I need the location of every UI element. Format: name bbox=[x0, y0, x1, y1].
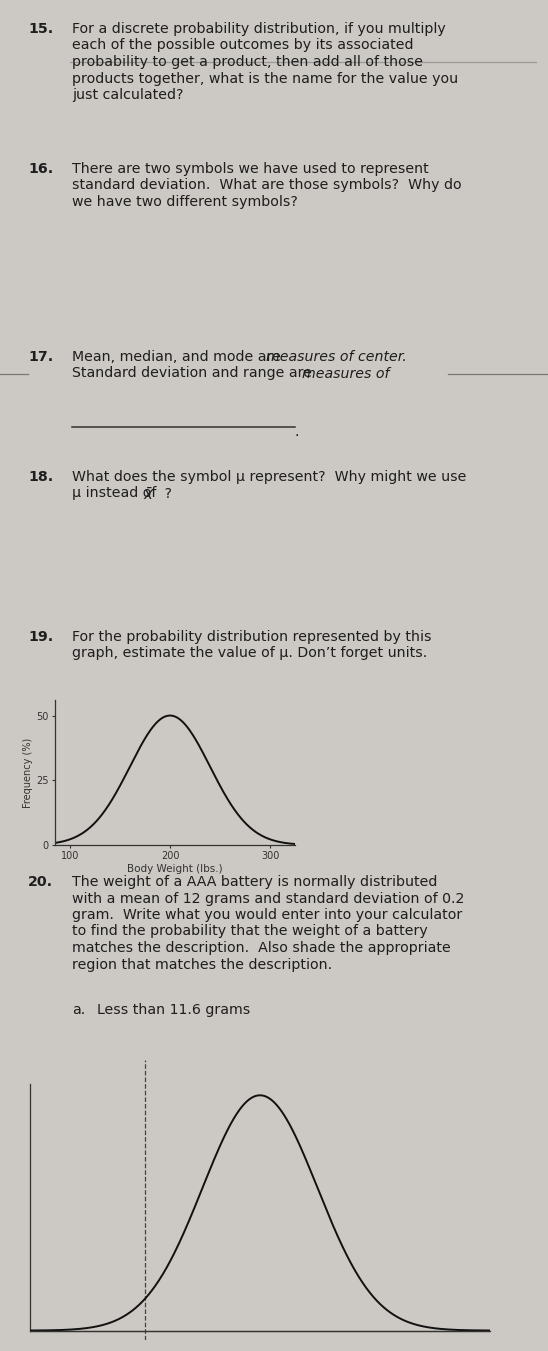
Text: a.: a. bbox=[72, 1002, 85, 1017]
Text: measures of center.: measures of center. bbox=[266, 350, 407, 363]
Text: There are two symbols we have used to represent: There are two symbols we have used to re… bbox=[72, 162, 429, 176]
Text: For the probability distribution represented by this: For the probability distribution represe… bbox=[72, 630, 431, 644]
Text: just calculated?: just calculated? bbox=[72, 88, 184, 101]
Text: Less than 11.6 grams: Less than 11.6 grams bbox=[97, 1002, 250, 1017]
Text: 18.: 18. bbox=[28, 470, 53, 484]
Text: The weight of a AAA battery is normally distributed: The weight of a AAA battery is normally … bbox=[72, 875, 437, 889]
Text: $\bar{x}$: $\bar{x}$ bbox=[143, 486, 155, 503]
Text: to find the probability that the weight of a battery: to find the probability that the weight … bbox=[72, 924, 428, 939]
Text: graph, estimate the value of μ. Don’t forget units.: graph, estimate the value of μ. Don’t fo… bbox=[72, 647, 427, 661]
Text: Mean, median, and mode are: Mean, median, and mode are bbox=[72, 350, 286, 363]
Text: ?: ? bbox=[160, 486, 172, 500]
Text: with a mean of 12 grams and standard deviation of 0.2: with a mean of 12 grams and standard dev… bbox=[72, 892, 464, 905]
Text: 17.: 17. bbox=[28, 350, 53, 363]
Text: products together, what is the name for the value you: products together, what is the name for … bbox=[72, 72, 458, 85]
Text: 16.: 16. bbox=[28, 162, 53, 176]
Text: 20.: 20. bbox=[28, 875, 53, 889]
Text: .: . bbox=[295, 424, 300, 439]
Text: Standard deviation and range are: Standard deviation and range are bbox=[72, 366, 317, 381]
X-axis label: Body Weight (lbs.): Body Weight (lbs.) bbox=[127, 865, 223, 874]
Text: 15.: 15. bbox=[28, 22, 53, 36]
Text: gram.  Write what you would enter into your calculator: gram. Write what you would enter into yo… bbox=[72, 908, 463, 921]
Text: For a discrete probability distribution, if you multiply: For a discrete probability distribution,… bbox=[72, 22, 446, 36]
Text: 19.: 19. bbox=[28, 630, 53, 644]
Y-axis label: Frequency (%): Frequency (%) bbox=[24, 738, 33, 808]
Text: μ instead of: μ instead of bbox=[72, 486, 161, 500]
Text: we have two different symbols?: we have two different symbols? bbox=[72, 195, 298, 209]
Text: matches the description.  Also shade the appropriate: matches the description. Also shade the … bbox=[72, 942, 451, 955]
Text: What does the symbol μ represent?  Why might we use: What does the symbol μ represent? Why mi… bbox=[72, 470, 466, 484]
Text: standard deviation.  What are those symbols?  Why do: standard deviation. What are those symbo… bbox=[72, 178, 461, 192]
Text: measures of: measures of bbox=[302, 366, 390, 381]
Text: probability to get a product, then add all of those: probability to get a product, then add a… bbox=[72, 55, 423, 69]
Text: region that matches the description.: region that matches the description. bbox=[72, 958, 332, 971]
Text: each of the possible outcomes by its associated: each of the possible outcomes by its ass… bbox=[72, 38, 414, 53]
